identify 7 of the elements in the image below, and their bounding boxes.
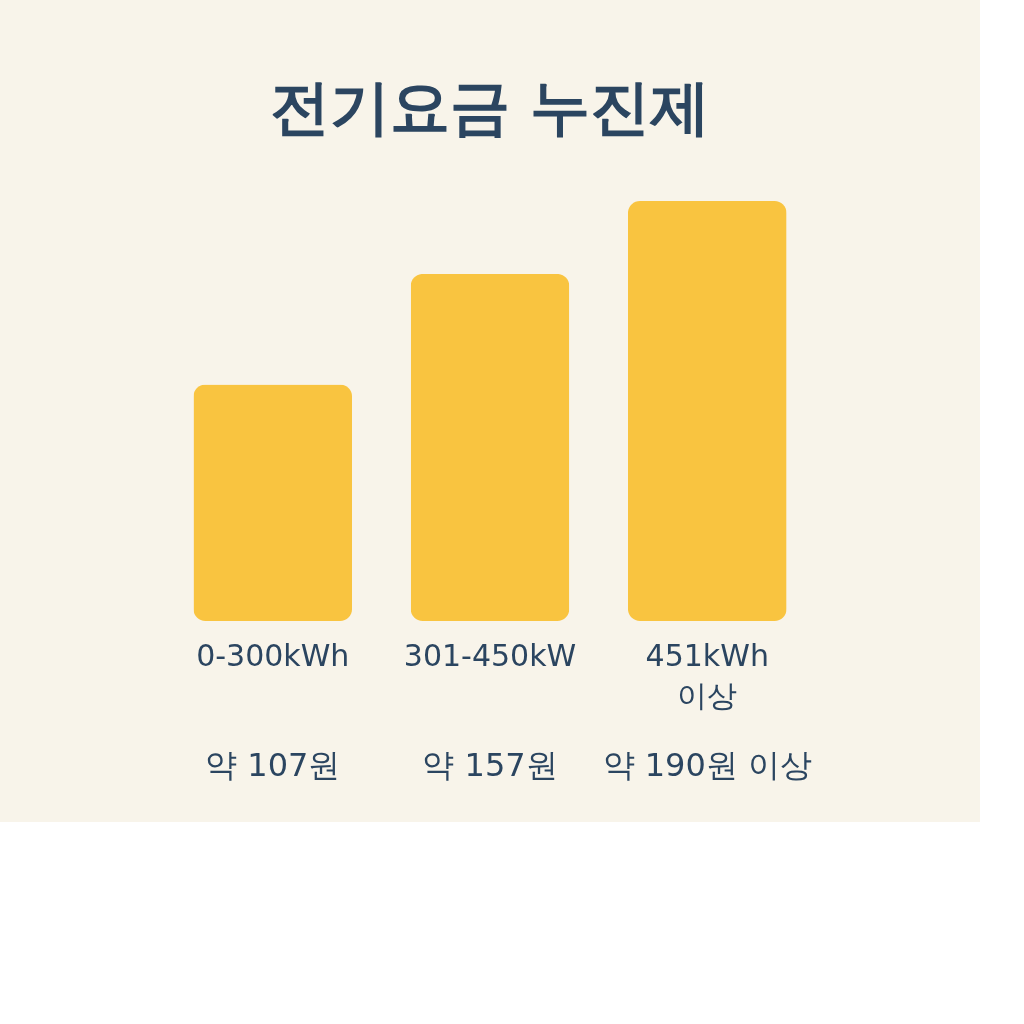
x-tick-label: 301-450kW [403,637,577,673]
x-tick-label: 451kWh 이상 [645,637,769,713]
data-label: 약 157원 [422,746,558,784]
x-tick-label: 0-300kWh [196,637,350,673]
chart-title: 전기요금 누진제 [269,72,711,142]
data-label: 약 107원 [205,746,341,784]
data-label: 약 190원 이상 [602,746,812,784]
